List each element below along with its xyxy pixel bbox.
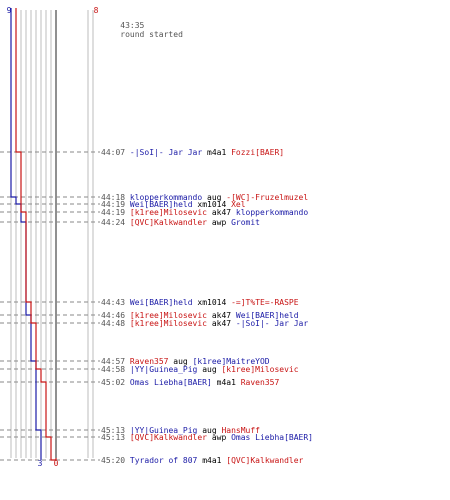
tick-bottom-blue: 3 [38,459,43,468]
tick-labels: 9 8 3 0 [7,6,99,468]
event-dash-lines [0,151,100,461]
tick-top-red: 8 [94,6,99,15]
tick-bottom-red: 0 [54,459,59,468]
tick-top-blue: 9 [7,6,12,15]
grid-lines [10,10,94,458]
series-lines [10,8,57,461]
series-line-red [15,8,57,461]
series-line-blue [10,8,42,460]
